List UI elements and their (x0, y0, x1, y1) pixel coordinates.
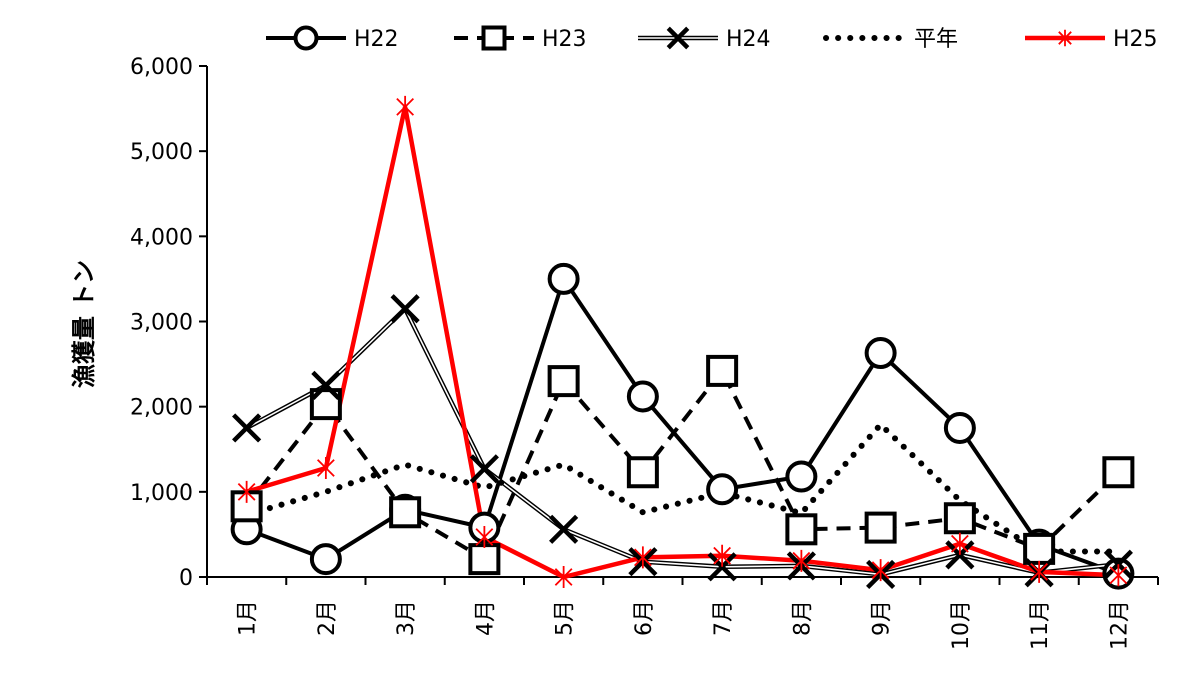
series-2-point (785, 513, 818, 546)
x-tick-label: 3月 (394, 600, 419, 636)
series-2-point (626, 456, 659, 489)
series-1-point (864, 337, 897, 370)
x-tick-label: 6月 (632, 600, 657, 636)
x-tick-label: 4月 (473, 600, 498, 636)
legend-label: H22 (354, 27, 399, 52)
series-2-point (389, 496, 422, 529)
series-3-point (390, 294, 420, 324)
series-2-point (468, 543, 501, 576)
y-tick-label: 4,000 (130, 225, 193, 250)
series-3-point (549, 514, 579, 544)
series-5-point (316, 456, 335, 479)
series-5-point (713, 544, 732, 567)
y-tick-label: 1,000 (130, 481, 193, 506)
legend: H22 H23 H24 平年 H25 (266, 25, 1158, 52)
legend-swatch-marker (1058, 29, 1072, 47)
legend-swatch-marker (666, 26, 690, 50)
series-3-point (707, 552, 737, 582)
y-tick-label: 2,000 (130, 396, 193, 421)
series-2-point (1023, 532, 1056, 565)
series-5-point (950, 532, 969, 555)
x-tick-label: 10月 (949, 600, 974, 650)
series-2-point (943, 502, 976, 535)
series-1-point (547, 262, 580, 295)
x-tick-label: 2月 (315, 600, 340, 636)
series-5-point (396, 95, 415, 118)
legend-item: 平年 (823, 27, 958, 52)
series-3-point (232, 413, 262, 443)
series-1-point (785, 460, 818, 493)
series-3-point (311, 370, 341, 400)
x-tick-label: 9月 (870, 600, 895, 636)
series-5-point (1030, 560, 1049, 583)
series-5-point (633, 546, 652, 569)
series-2-point (706, 354, 739, 387)
series-1-line (245, 274, 1120, 576)
x-tick-label: 8月 (790, 600, 815, 636)
y-tick-label: 3,000 (130, 311, 193, 336)
series-3-point (1103, 549, 1133, 579)
legend-label: 平年 (914, 27, 958, 52)
legend-swatch-marker (481, 25, 507, 51)
series-lines (243, 106, 1122, 580)
x-tick-label: 12月 (1107, 600, 1132, 650)
series-3-point (469, 454, 499, 484)
series-5-point (237, 480, 256, 503)
series-3-point (945, 540, 975, 570)
series-5-line (245, 106, 1119, 580)
legend-item: H24 (638, 26, 771, 52)
legend-label: H24 (726, 27, 771, 52)
series-5-point (792, 549, 811, 572)
series-5-point (1109, 564, 1128, 587)
x-tick-label: 1月 (236, 600, 261, 636)
series-5-point (475, 525, 494, 548)
legend-label: H23 (542, 27, 587, 52)
y-tick-label: 6,000 (130, 55, 193, 80)
series-2-point (1102, 456, 1135, 489)
legend-swatch-marker (293, 25, 319, 51)
series-1-point (309, 543, 342, 576)
y-axis-title: 漁獲量 トン (70, 260, 98, 388)
x-tick-label: 11月 (1028, 600, 1053, 650)
axes: 0 1,000 2,000 3,000 4,000 5,000 6,000 1月 2月 3月 4月 5… (130, 55, 1159, 650)
series-2-point (547, 365, 580, 398)
series-1-point (706, 473, 739, 506)
series-1-point (943, 411, 976, 444)
series-markers (230, 95, 1135, 590)
legend-item: H23 (454, 25, 587, 52)
series-5-point (871, 559, 890, 582)
series-2-line (245, 367, 1120, 562)
series-2-point (864, 511, 897, 544)
legend-item: H22 (266, 25, 399, 52)
legend-item: H25 (1025, 27, 1158, 52)
y-tick-label: 0 (179, 566, 193, 591)
legend-label: H25 (1113, 27, 1158, 52)
series-5-point (554, 566, 573, 588)
x-tick-label: 5月 (553, 600, 578, 636)
x-tick-label: 7月 (711, 600, 736, 636)
series-1-point (626, 380, 659, 413)
y-tick-label: 5,000 (130, 140, 193, 165)
